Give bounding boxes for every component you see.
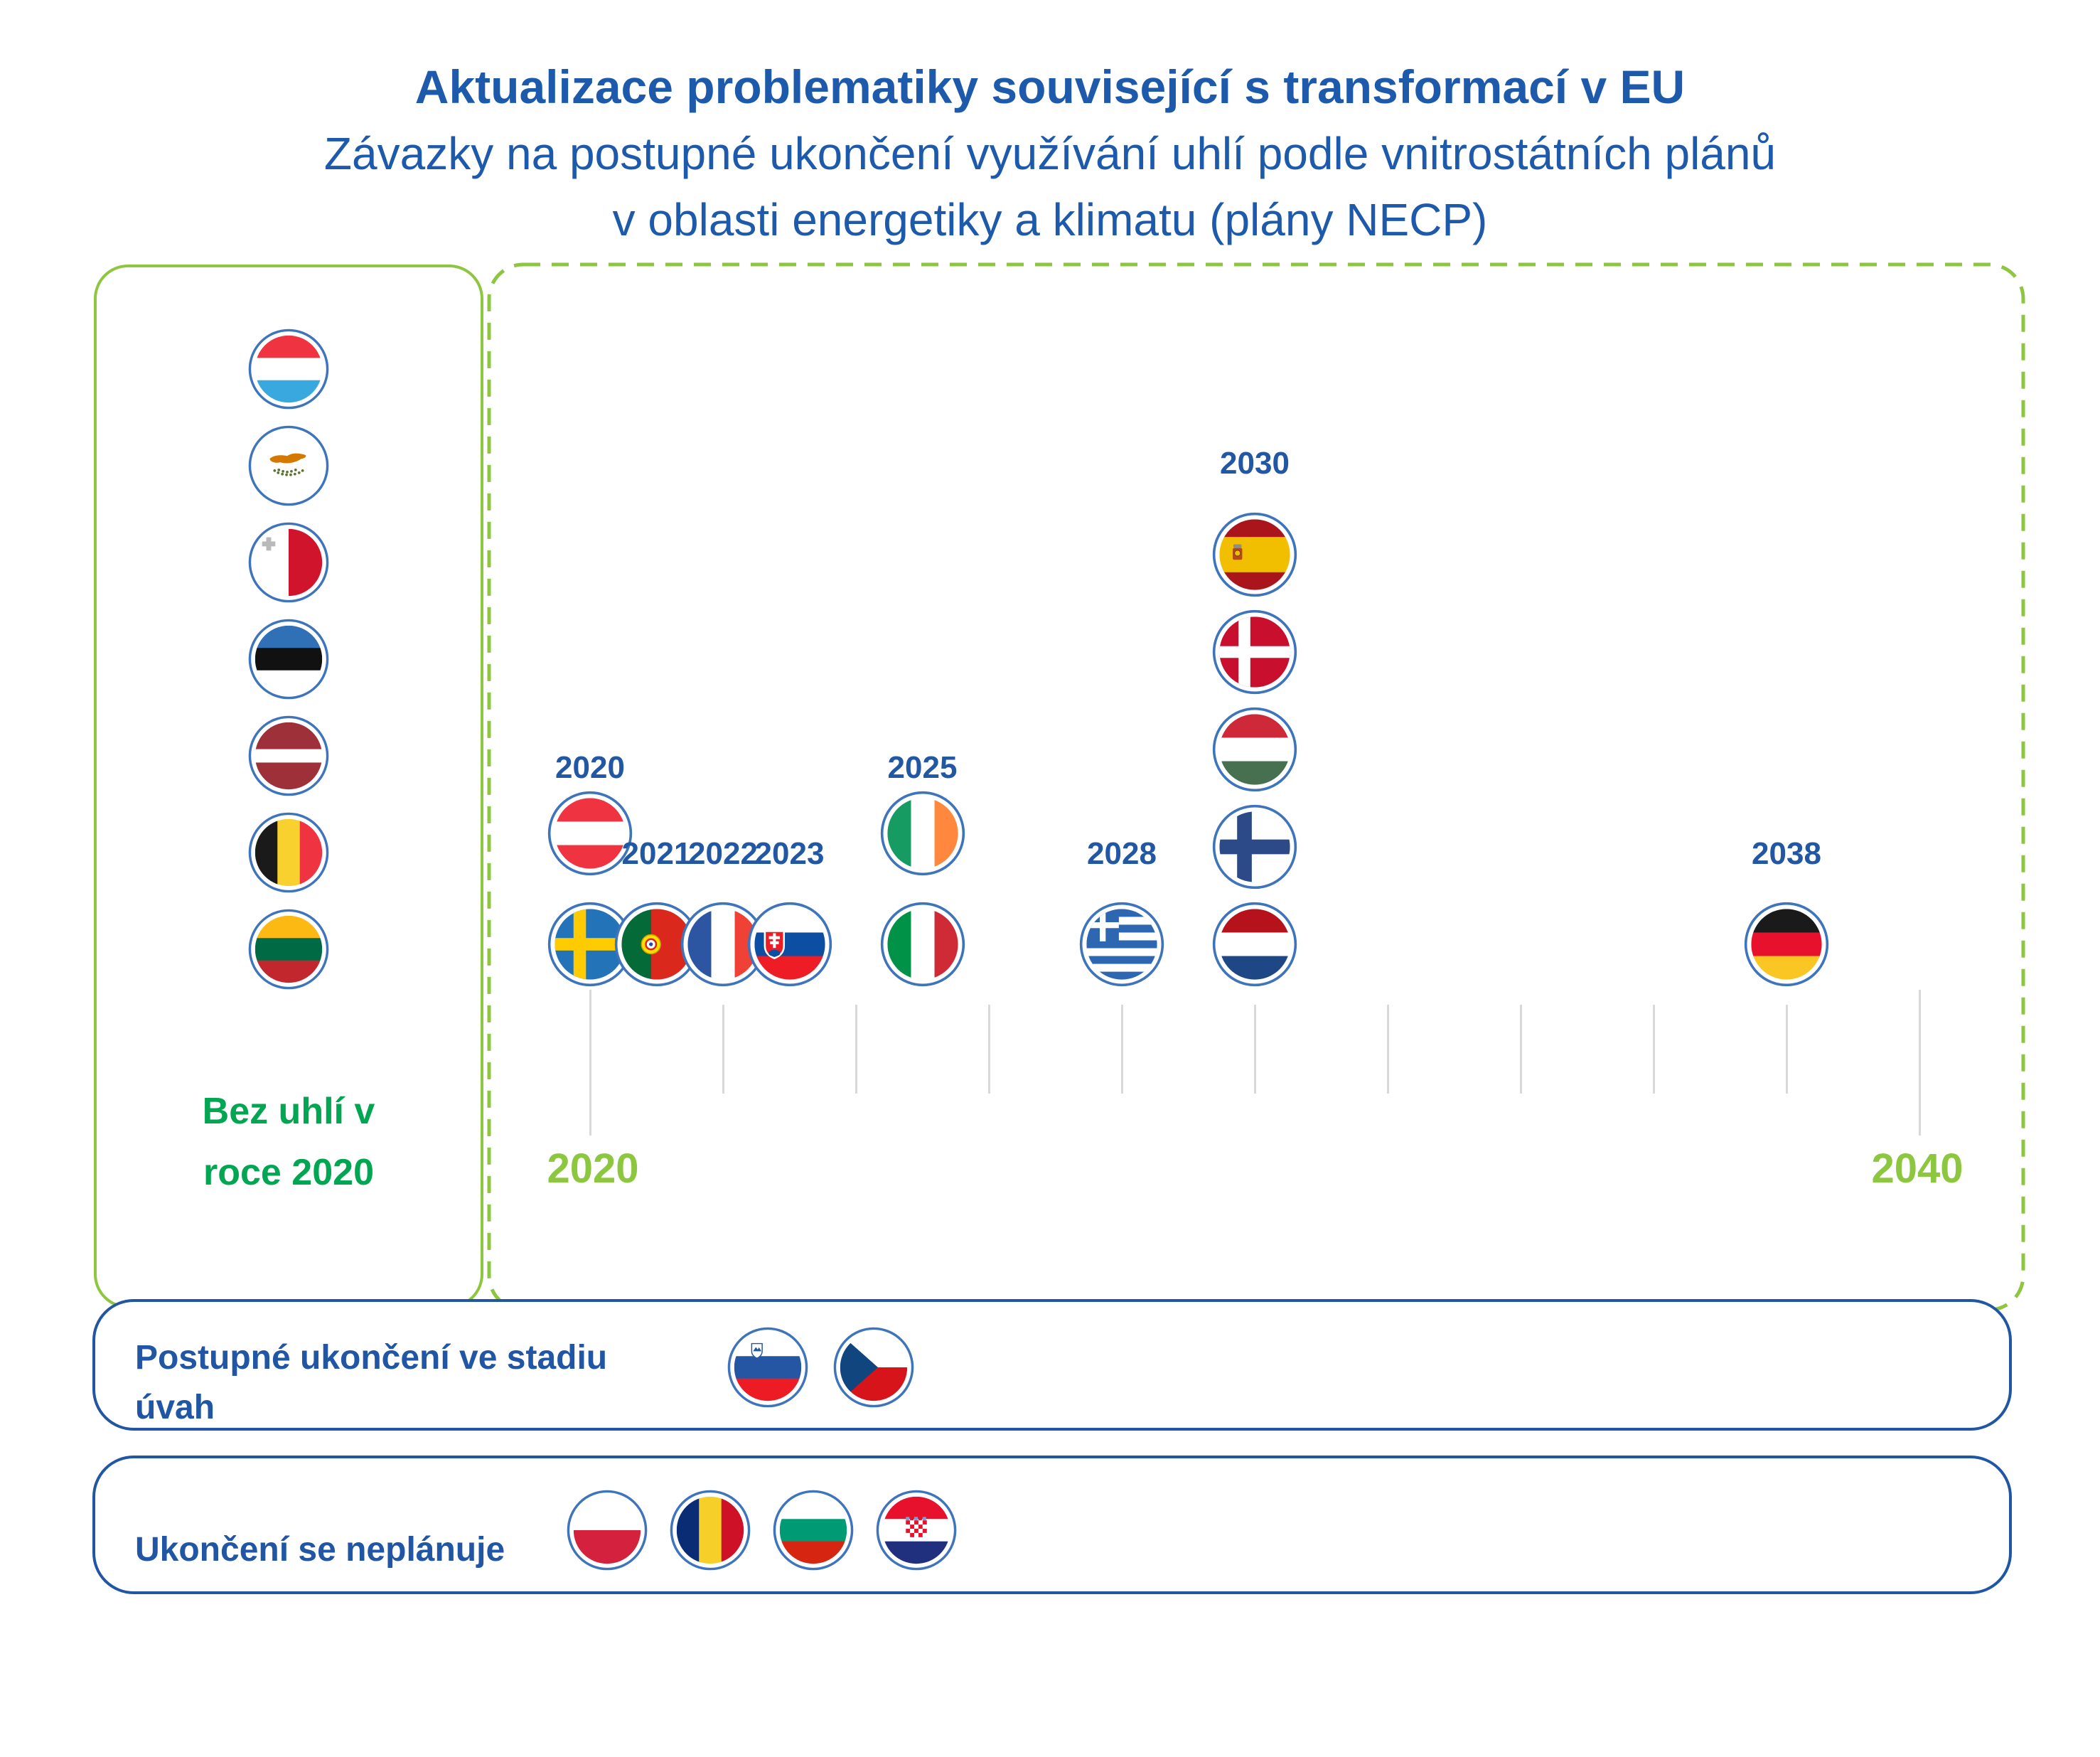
year-label-2038: 2038 xyxy=(1752,836,1821,871)
czech-republic-flag-icon xyxy=(832,1325,916,1409)
timeline-tick-2024 xyxy=(855,1005,857,1094)
germany-flag-icon xyxy=(1742,900,1831,988)
axis-start-label: 2020 xyxy=(547,1145,639,1192)
france-flag-icon xyxy=(679,900,767,988)
timeline-tick-2022 xyxy=(722,1005,724,1094)
ireland-flag-icon xyxy=(879,789,967,877)
consideration-box xyxy=(92,1299,2012,1431)
hungary-flag-icon xyxy=(1211,705,1299,794)
consideration-label-line-2: úvah xyxy=(135,1389,215,1426)
timeline-tick-2034 xyxy=(1519,1005,1522,1094)
timeline-tick-2026 xyxy=(987,1005,990,1094)
no-coal-box-label: Bez uhlí v roce 2020 xyxy=(94,1081,483,1203)
page-title: Aktualizace problematiky související s t… xyxy=(0,53,2100,253)
title-line-1: Aktualizace problematiky související s t… xyxy=(414,60,1686,113)
greece-flag-icon xyxy=(1078,900,1166,988)
year-label-2030: 2030 xyxy=(1220,446,1290,481)
croatia-flag-icon xyxy=(874,1488,958,1572)
no-coal-label-line-2: roce 2020 xyxy=(203,1152,374,1193)
no-plan-box xyxy=(92,1456,2012,1594)
year-label-2020: 2020 xyxy=(555,750,625,785)
year-label-2021: 2021 xyxy=(621,836,692,871)
belgium-flag-icon xyxy=(247,811,331,894)
year-label-2022: 2022 xyxy=(688,836,758,871)
malta-flag-icon xyxy=(247,520,331,604)
spain-flag-icon xyxy=(1211,511,1299,599)
slovenia-flag-icon xyxy=(726,1325,810,1409)
timeline-tick-2020 xyxy=(589,990,591,1136)
timeline-tick-2036 xyxy=(1652,1005,1655,1094)
timeline-tick-2032 xyxy=(1386,1005,1389,1094)
year-label-2028: 2028 xyxy=(1087,836,1157,871)
romania-flag-icon xyxy=(668,1488,752,1572)
consideration-label-line-1: Postupné ukončení ve stadiu xyxy=(135,1339,608,1377)
poland-flag-icon xyxy=(565,1488,649,1572)
title-line-2: Závazky na postupné ukončení využívání u… xyxy=(323,128,1777,179)
timeline-tick-2038 xyxy=(1785,1005,1788,1094)
title-line-3: v oblasti energetiky a klimatu (plány NE… xyxy=(612,194,1488,245)
sweden-flag-icon xyxy=(546,900,634,988)
estonia-flag-icon xyxy=(247,617,331,701)
luxembourg-flag-icon xyxy=(247,327,331,411)
timeline-tick-2030 xyxy=(1253,1005,1256,1094)
no-plan-box-label: Ukončení se neplánuje xyxy=(135,1531,505,1569)
year-label-2025: 2025 xyxy=(887,750,958,785)
timeline-tick-2028 xyxy=(1120,1005,1123,1094)
year-label-2023: 2023 xyxy=(754,836,825,871)
slovakia-flag-icon xyxy=(746,900,834,988)
lithuania-flag-icon xyxy=(247,907,331,991)
timeline-tick-2040 xyxy=(1918,990,1921,1136)
no-coal-label-line-1: Bez uhlí v xyxy=(202,1091,375,1132)
italy-flag-icon xyxy=(879,900,967,988)
cyprus-flag-icon xyxy=(247,424,331,508)
denmark-flag-icon xyxy=(1211,608,1299,696)
consideration-box-label: Postupné ukončení ve stadiu úvah xyxy=(135,1333,607,1433)
latvia-flag-icon xyxy=(247,714,331,798)
netherlands-flag-icon xyxy=(1211,900,1299,988)
finland-flag-icon xyxy=(1211,803,1299,891)
bulgaria-flag-icon xyxy=(771,1488,855,1572)
austria-flag-icon xyxy=(546,789,634,877)
axis-end-label: 2040 xyxy=(1871,1145,1964,1192)
